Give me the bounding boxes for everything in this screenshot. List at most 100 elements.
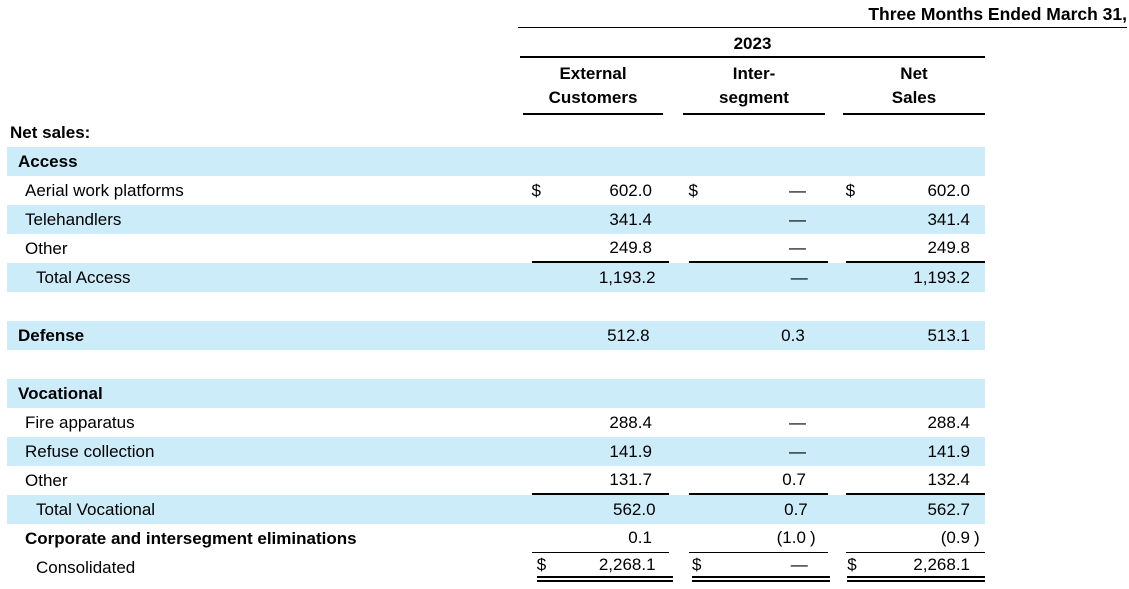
amount-cell-c2: — xyxy=(688,234,828,263)
amount-cell-c2: 0.3 xyxy=(686,321,826,350)
amount-cell-c3: $602.0 xyxy=(846,176,985,205)
column-gap xyxy=(828,205,846,234)
col-header-line: Inter- xyxy=(732,64,776,83)
amount-value: 0.7 xyxy=(784,499,808,519)
table-row: Corporate and intersegment eliminations 0… xyxy=(7,524,985,553)
amount-value: 141.9 xyxy=(609,441,652,461)
table-row: Aerial work platforms $602.0 $ — $602.0 xyxy=(7,176,985,205)
column-gap xyxy=(828,234,846,263)
col-header-line: Sales xyxy=(891,88,937,107)
amount-cell-c1: 1,193.2 xyxy=(537,263,673,292)
column-gap xyxy=(828,408,846,437)
row-label: Total Access xyxy=(36,267,131,287)
table-row: Vocational xyxy=(7,379,985,408)
amount-value: — xyxy=(788,441,806,461)
column-gap xyxy=(664,118,684,147)
amount-cell-c3: 562.7 xyxy=(847,495,985,524)
col-header-line: Customers xyxy=(548,88,638,107)
column-gap xyxy=(669,524,689,553)
amount-cell-c2 xyxy=(686,147,826,176)
amount-value: 288.4 xyxy=(927,412,970,432)
table-row: Telehandlers 341.4 — 341.4 xyxy=(7,205,985,234)
amount-value: 562.0 xyxy=(613,499,656,519)
amount-cell-c3: 288.4 xyxy=(846,408,985,437)
year-header: 2023 xyxy=(520,32,985,58)
amount-cell-c2: — xyxy=(689,408,828,437)
amount-value: 341.4 xyxy=(609,209,652,229)
amount-cell-c3 xyxy=(843,118,985,147)
amount-cell-c2: 0.7 xyxy=(688,466,828,495)
currency-symbol: $ xyxy=(845,180,856,200)
row-label: Net sales: xyxy=(10,122,91,142)
amount-cell-c3: 1,193.2 xyxy=(847,263,985,292)
row-label: Aerial work platforms xyxy=(25,180,184,200)
column-gap xyxy=(826,118,844,147)
row-label: Total Vocational xyxy=(36,499,156,519)
amount-cell-c2: — xyxy=(689,205,828,234)
row-label: Corporate and intersegment eliminations xyxy=(25,528,357,548)
row-label: Defense xyxy=(18,325,85,345)
amount-value: 513.1 xyxy=(927,325,971,345)
amount-cell-c2: $ — xyxy=(689,176,828,205)
amount-value: — xyxy=(788,180,806,200)
amount-value: 1,193.2 xyxy=(913,267,971,287)
period-title: Three Months Ended March 31, xyxy=(518,3,1127,28)
currency-symbol: $ xyxy=(691,554,702,574)
row-label: Access xyxy=(18,151,78,171)
row-label: Consolidated xyxy=(36,557,136,577)
column-gap xyxy=(828,437,846,466)
amount-cell-c2 xyxy=(684,118,826,147)
spacer-row xyxy=(7,292,985,321)
amount-cell-c2: (1.0) xyxy=(688,524,828,553)
amount-cell-c1: 288.4 xyxy=(532,408,669,437)
amount-cell-c1: $2,268.1 xyxy=(536,553,673,582)
col-header-external-customers: External Customers xyxy=(523,62,663,115)
column-gap xyxy=(673,495,692,524)
amount-value: — xyxy=(788,237,806,257)
col-header-intersegment: Inter- segment xyxy=(683,62,825,115)
table-row: Total Vocational 562.0 0.7 562.7 xyxy=(7,495,985,524)
amount-cell-c3: 141.9 xyxy=(846,437,985,466)
column-gap xyxy=(667,379,687,408)
amount-value: 562.7 xyxy=(927,499,971,519)
amount-value: 1,193.2 xyxy=(598,267,656,287)
amount-value: (1.0 xyxy=(776,528,806,547)
currency-symbol: $ xyxy=(847,554,857,574)
amount-cell-c2: — xyxy=(692,263,830,292)
amount-value: — xyxy=(788,209,806,229)
amount-value: 602.0 xyxy=(927,180,970,200)
row-label: Telehandlers xyxy=(25,209,122,229)
table-row: Total Access 1,193.2 — 1,193.2 xyxy=(7,263,985,292)
amount-value: 141.9 xyxy=(927,441,970,461)
col-header-line: segment xyxy=(719,88,789,107)
amount-value: 0.3 xyxy=(781,325,805,345)
currency-symbol: $ xyxy=(531,180,541,200)
amount-value: — xyxy=(790,554,808,574)
paren-slot: ) xyxy=(974,528,980,547)
column-gap xyxy=(669,466,689,495)
amount-cell-c1: 512.8 xyxy=(528,321,666,350)
amount-cell-c1: $602.0 xyxy=(532,176,669,205)
amount-cell-c3: 341.4 xyxy=(846,205,985,234)
row-label: Fire apparatus xyxy=(25,412,135,432)
amount-value: 602.0 xyxy=(609,180,652,200)
column-gap xyxy=(669,437,689,466)
column-gap xyxy=(830,553,847,582)
table-row: Fire apparatus 288.4 — 288.4 xyxy=(7,408,985,437)
column-gap xyxy=(667,321,687,350)
col-header-net-sales: Net Sales xyxy=(843,62,985,115)
amount-cell-c2 xyxy=(686,379,826,408)
row-label: Vocational xyxy=(18,383,103,403)
amount-cell-c2: 0.7 xyxy=(692,495,830,524)
column-gap xyxy=(663,62,683,115)
column-gap xyxy=(669,408,689,437)
row-label: Other xyxy=(25,238,68,258)
table-row: Net sales: xyxy=(7,118,985,147)
table-row: Other 131.7 0.7 132.4 xyxy=(7,466,985,495)
table-row: Refuse collection 141.9 — 141.9 xyxy=(7,437,985,466)
amount-cell-c3: (0.9) xyxy=(845,524,985,553)
column-gap xyxy=(825,62,843,115)
table-body: Net sales: Access Aerial work platforms $60… xyxy=(7,118,986,582)
amount-value: 0.1 xyxy=(628,528,652,547)
